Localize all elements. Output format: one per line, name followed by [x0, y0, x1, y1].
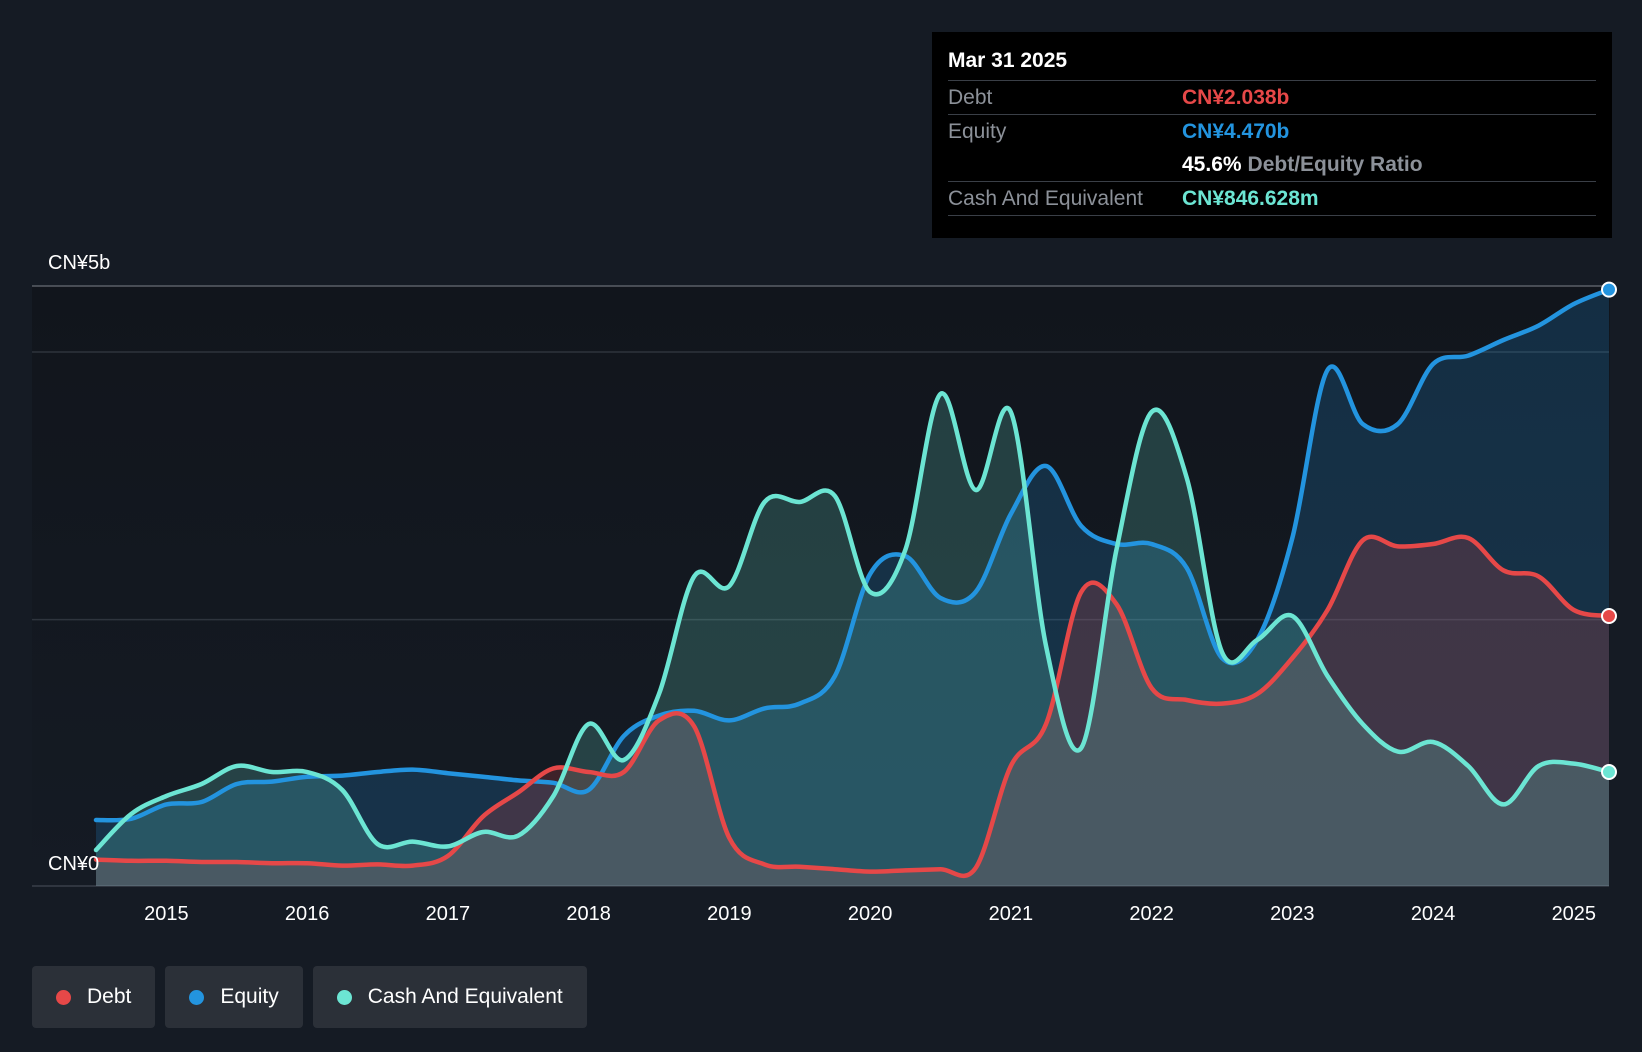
tooltip-equity-value: CN¥4.470b: [1182, 119, 1290, 143]
legend-dot-cash: [336, 989, 352, 1005]
legend-dot-equity: [189, 989, 205, 1005]
equity-line: [93, 287, 1612, 823]
debt-area: [96, 536, 1609, 886]
equity-area: [96, 289, 1609, 887]
x-tick-label: 2023: [1270, 903, 1315, 925]
legend-dot-debt: [56, 989, 71, 1005]
legend-item-cash[interactable]: Cash And Equivalent: [312, 966, 587, 1028]
tooltip-debt-value: CN¥2.038b: [1182, 85, 1290, 109]
tooltip-row-ratio: 45.6% Debt/Equity Ratio: [948, 148, 1596, 181]
tooltip-ratio-label: Debt/Equity Ratio: [1247, 152, 1423, 176]
x-tick-label: 2024: [1411, 903, 1456, 925]
tooltip-panel: Mar 31 2025 Debt CN¥2.038b Equity CN¥4.4…: [932, 32, 1612, 238]
legend-item-equity[interactable]: Equity: [165, 966, 303, 1028]
cash-area: [96, 393, 1609, 886]
tooltip-row-cash: Cash And Equivalent CN¥846.628m: [948, 181, 1596, 216]
y-axis-bottom-label: CN¥0: [48, 853, 99, 875]
tooltip-date: Mar 31 2025: [948, 49, 1068, 72]
x-tick-label: 2019: [707, 903, 752, 925]
tooltip-cash-label: Cash And Equivalent: [948, 186, 1143, 210]
x-tick-label: 2020: [848, 903, 893, 925]
tooltip-ratio-value: 45.6%: [1182, 152, 1242, 176]
x-tick-label: 2021: [989, 903, 1034, 925]
tooltip-cash-value: CN¥846.628m: [1182, 186, 1319, 210]
debt-endpoint-marker: [1601, 608, 1617, 624]
x-tick-label: 2018: [566, 903, 611, 925]
cash-line: [93, 391, 1612, 853]
tooltip-row-equity: Equity CN¥4.470b: [948, 114, 1596, 148]
x-tick-label: 2025: [1552, 903, 1597, 925]
x-tick-label: 2022: [1129, 903, 1174, 925]
legend-label-equity: Equity: [220, 985, 279, 1008]
x-tick-label: 2016: [285, 903, 330, 925]
legend: Debt Equity Cash And Equivalent: [32, 966, 587, 1028]
equity-endpoint-marker: [1601, 281, 1617, 298]
legend-item-debt[interactable]: Debt: [32, 966, 156, 1028]
y-axis-top-label: CN¥5b: [48, 252, 110, 274]
tooltip-equity-label: Equity: [948, 119, 1007, 143]
x-tick-label: 2017: [426, 903, 471, 925]
legend-label-debt: Debt: [87, 985, 132, 1008]
legend-label-cash: Cash And Equivalent: [367, 985, 563, 1008]
debt-line: [93, 534, 1612, 879]
tooltip-row-debt: Debt CN¥2.038b: [948, 80, 1596, 114]
x-tick-label: 2015: [144, 903, 189, 925]
tooltip-debt-label: Debt: [948, 85, 993, 109]
cash-endpoint-marker: [1601, 764, 1617, 780]
